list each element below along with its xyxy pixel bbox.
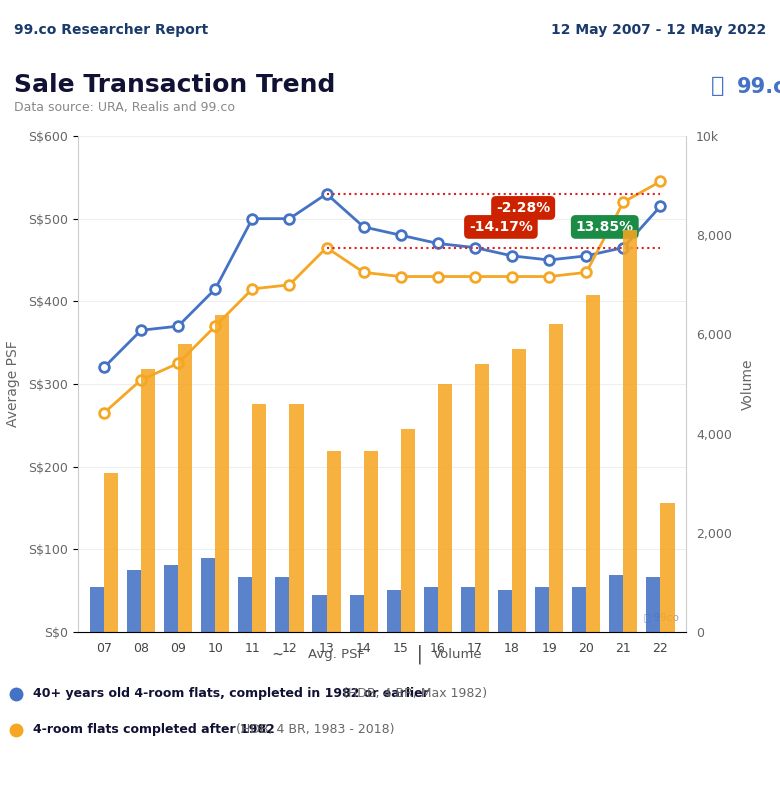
Bar — [141, 369, 155, 632]
Text: 40+ years old 4-room flats, completed in 1982 or earlier: 40+ years old 4-room flats, completed in… — [33, 687, 428, 700]
Text: 12 May 2007 - 12 May 2022: 12 May 2007 - 12 May 2022 — [551, 23, 766, 37]
Bar — [401, 429, 415, 632]
Bar — [438, 384, 452, 632]
Text: |: | — [413, 645, 426, 664]
Bar — [90, 587, 104, 632]
Text: Sale Transaction Trend: Sale Transaction Trend — [14, 73, 335, 97]
Text: Avg. PSF: Avg. PSF — [308, 648, 365, 661]
Text: 4-room flats completed after 1982: 4-room flats completed after 1982 — [33, 723, 275, 736]
Bar — [289, 404, 303, 632]
Bar — [461, 587, 475, 632]
Bar — [349, 595, 363, 632]
Bar — [512, 350, 526, 632]
Text: Volume: Volume — [433, 648, 483, 661]
Bar — [535, 587, 549, 632]
Bar — [647, 578, 661, 632]
Bar — [623, 230, 637, 632]
Bar — [498, 590, 512, 632]
Bar — [253, 404, 267, 632]
Y-axis label: Volume: Volume — [740, 358, 754, 410]
Text: 99.co Researcher Report: 99.co Researcher Report — [14, 23, 208, 37]
Y-axis label: Average PSF: Average PSF — [6, 341, 20, 427]
Bar — [327, 451, 341, 632]
Text: ~: ~ — [272, 646, 282, 663]
Bar — [475, 364, 489, 632]
Bar — [661, 503, 675, 632]
Bar — [164, 565, 178, 632]
Bar — [587, 294, 601, 632]
Text: 99.co: 99.co — [737, 77, 780, 97]
Bar — [573, 587, 587, 632]
Text: -14.17%: -14.17% — [469, 220, 533, 234]
Text: -2.28%: -2.28% — [496, 201, 551, 215]
Bar — [127, 570, 141, 632]
Bar — [178, 344, 192, 632]
Bar — [201, 558, 215, 632]
Bar — [104, 474, 118, 632]
Text: 13.85%: 13.85% — [576, 220, 634, 234]
Bar — [275, 578, 289, 632]
Bar — [313, 595, 327, 632]
Bar — [424, 587, 438, 632]
Bar — [549, 325, 563, 632]
Bar — [363, 451, 378, 632]
Bar — [215, 314, 229, 632]
Text: (HDB, 4 BR, 1983 - 2018): (HDB, 4 BR, 1983 - 2018) — [232, 723, 394, 736]
Text: ⦿: ⦿ — [711, 76, 724, 96]
Text: Data source: URA, Realis and 99.co: Data source: URA, Realis and 99.co — [14, 101, 235, 114]
Bar — [387, 590, 401, 632]
Bar — [238, 578, 253, 632]
Bar — [609, 575, 623, 632]
Text: (HDB, 4 BR, Max 1982): (HDB, 4 BR, Max 1982) — [339, 687, 488, 700]
Text: ⌖ 99co: ⌖ 99co — [644, 612, 679, 622]
